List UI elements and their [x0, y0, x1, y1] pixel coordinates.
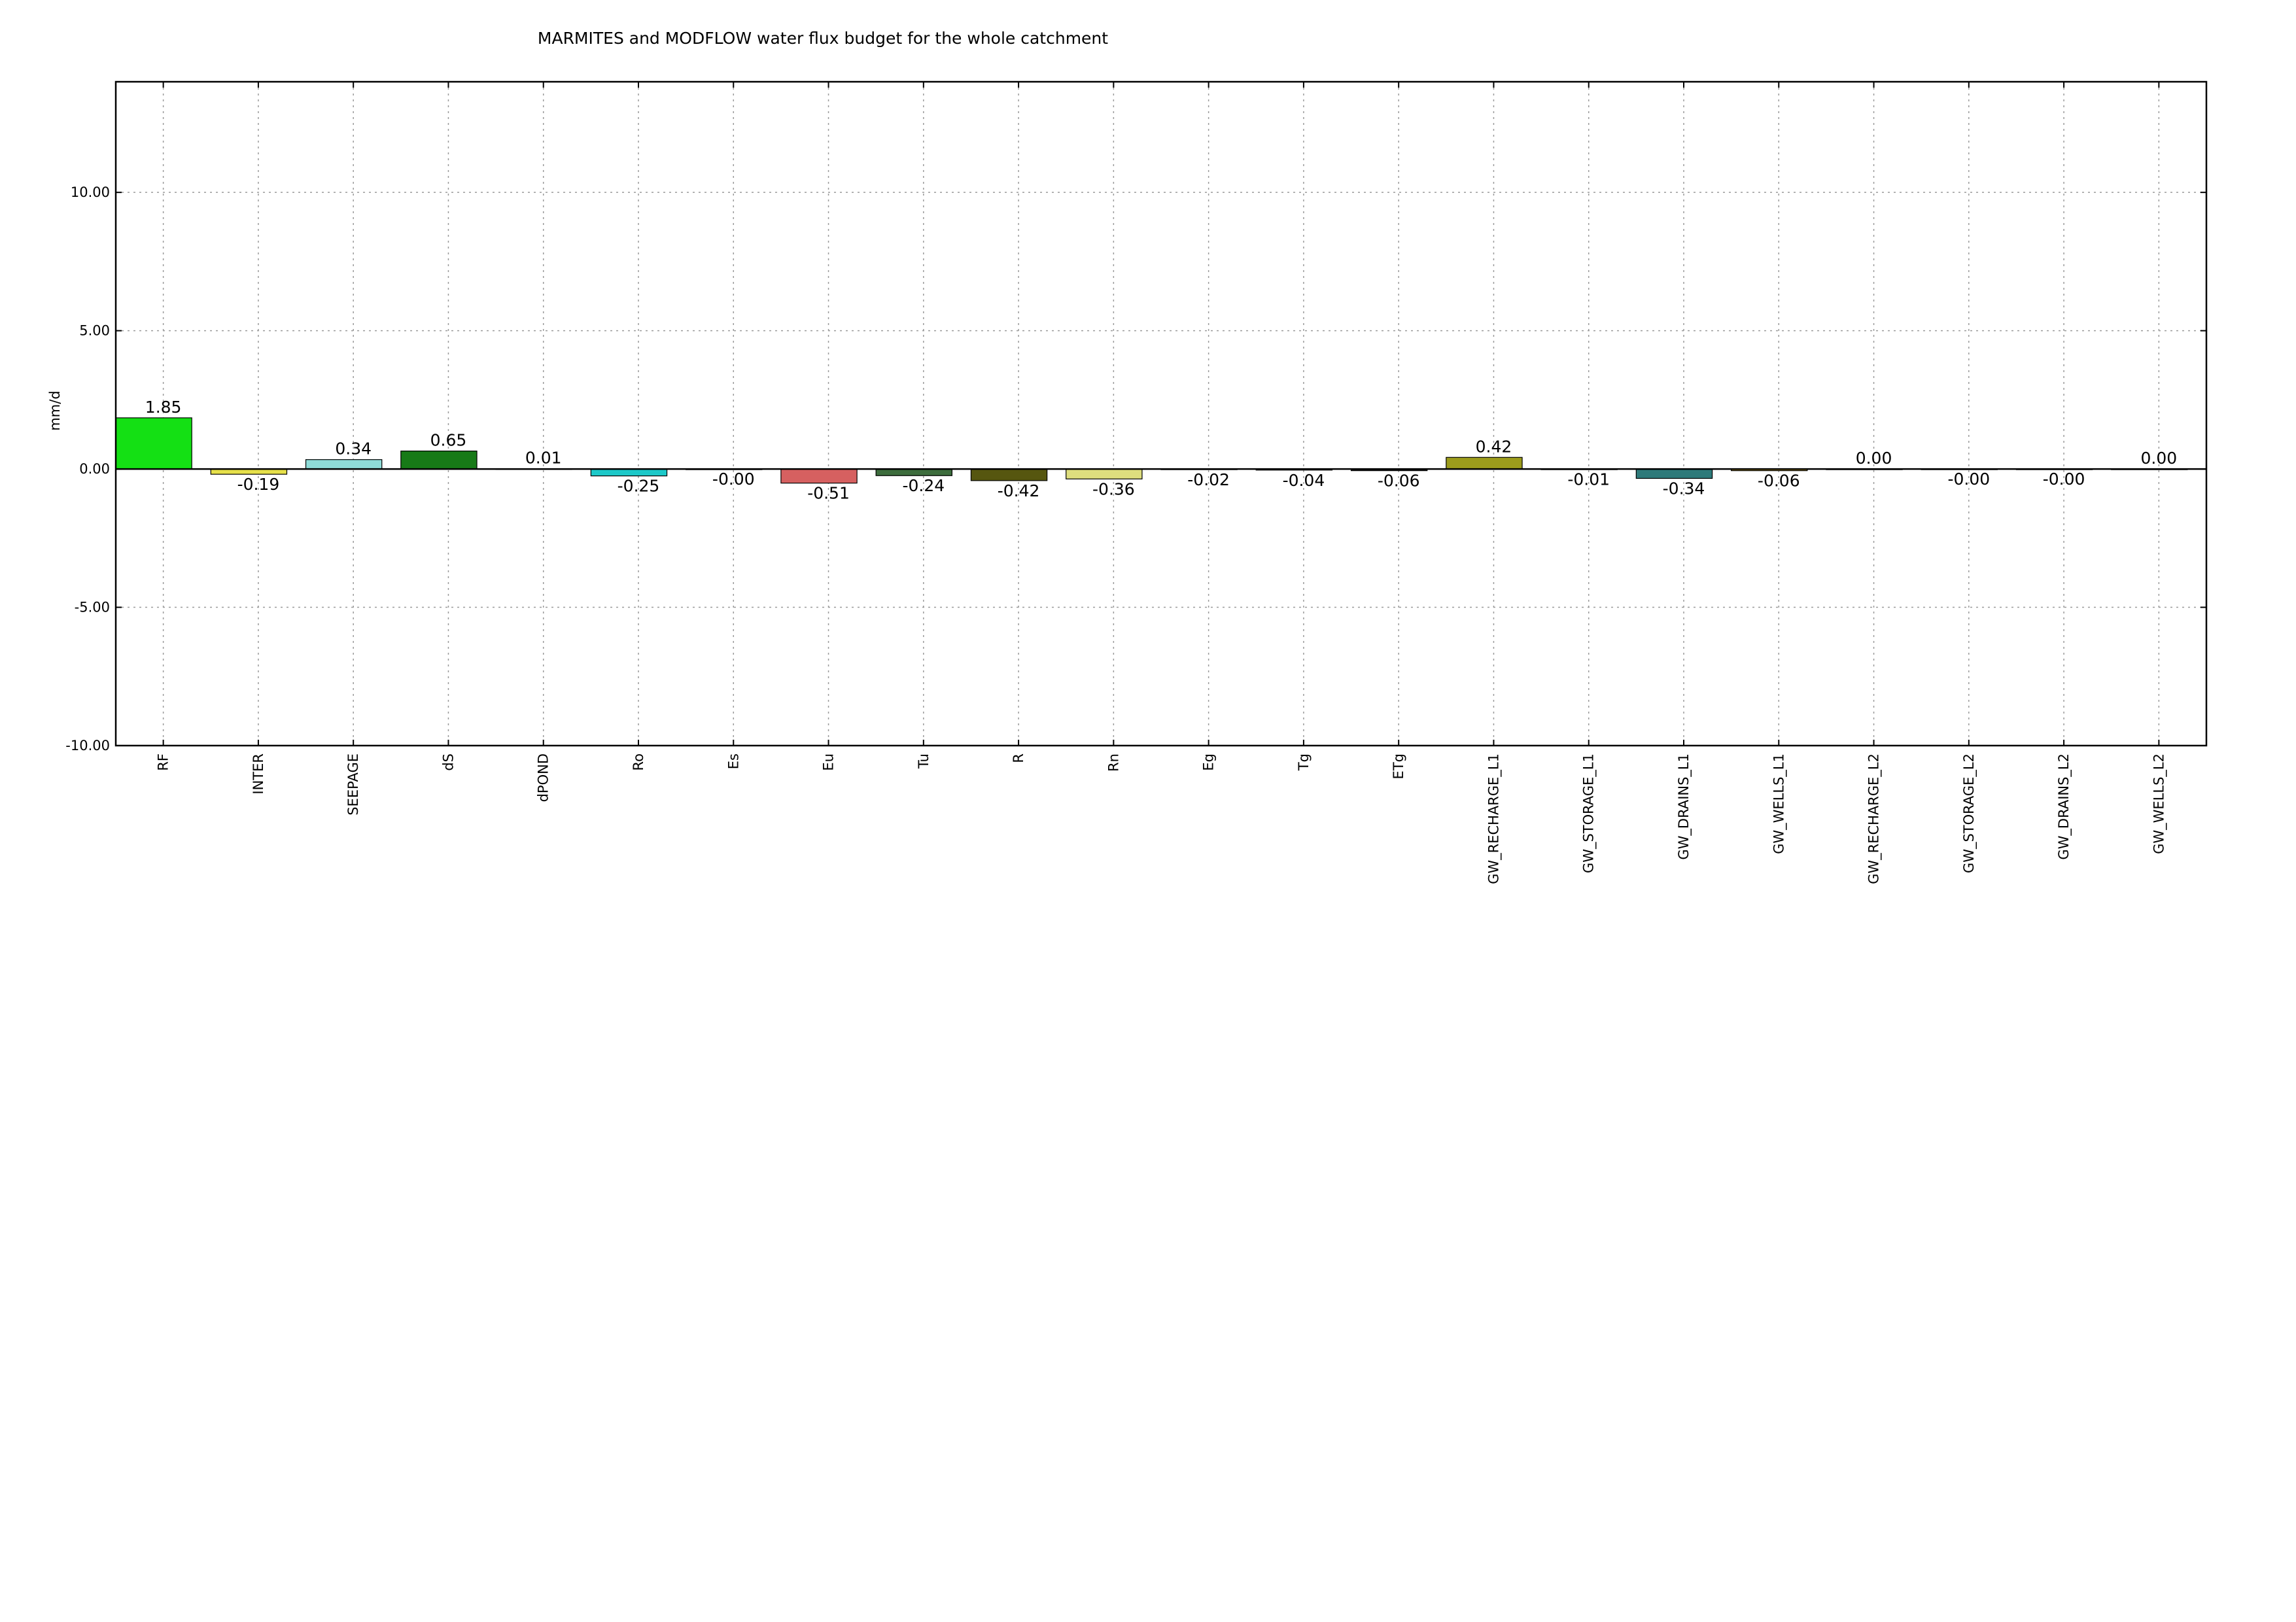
- x-tick-label: GW_STORAGE_L1: [1581, 753, 1597, 873]
- data-label: -0.34: [1663, 479, 1705, 498]
- bar-tu: [875, 468, 952, 476]
- bar-ro: [590, 468, 668, 477]
- x-tick-label: GW_DRAINS_L1: [1676, 753, 1692, 860]
- data-label: 0.00: [2141, 449, 2178, 468]
- data-label: -0.02: [1187, 470, 1230, 489]
- data-labels: 1.85 -0.19 0.34 0.65 0.01 -0.25 -0.00 -0.51 -0.2…: [145, 398, 2177, 503]
- data-label: -0.06: [1378, 472, 1420, 491]
- y-tick-label: -10.00: [65, 738, 110, 753]
- x-tick-label: GW_WELLS_L2: [2151, 753, 2167, 854]
- data-label: -0.24: [902, 476, 945, 495]
- bar-gw-recharge-l1: [1446, 457, 1523, 470]
- data-label: 0.00: [1856, 449, 1892, 468]
- x-tick-label: Eg: [1201, 753, 1217, 771]
- x-tick-label: INTER: [251, 753, 266, 795]
- y-tick-label: 5.00: [79, 323, 110, 339]
- data-label: 1.85: [145, 398, 182, 417]
- x-tick-label: ETg: [1391, 753, 1406, 779]
- bar-eu: [780, 468, 858, 484]
- x-tick-label: Es: [725, 753, 741, 769]
- x-tick-label: GW_DRAINS_L2: [2056, 753, 2072, 860]
- data-label: -0.00: [1947, 470, 1990, 489]
- data-label: -0.19: [237, 475, 280, 494]
- bar-rn: [1066, 468, 1143, 479]
- x-tick-label: GW_RECHARGE_L2: [1866, 753, 1883, 884]
- x-tick-label: Eu: [821, 753, 837, 771]
- data-label: -0.04: [1283, 471, 1325, 490]
- bar-rf: [115, 417, 192, 470]
- x-tick-label: dS: [440, 753, 456, 771]
- data-label: 0.42: [1476, 437, 1512, 456]
- data-label: -0.36: [1092, 479, 1135, 498]
- data-label: -0.51: [807, 484, 850, 503]
- bar-r: [970, 468, 1048, 481]
- x-tick-label: RF: [156, 753, 171, 771]
- y-tick-label: 0.00: [79, 461, 110, 477]
- y-axis-ticks: -10.00 -5.00 0.00 5.00 10.00: [65, 184, 2206, 753]
- x-tick-label: SEEPAGE: [345, 753, 361, 816]
- data-label: -0.25: [617, 477, 660, 496]
- plot-area-frame: [114, 80, 2208, 747]
- y-axis-label: mm/d: [47, 390, 63, 430]
- x-axis-ticks: RF INTER SEEPAGE dS dPOND Ro Es Eu Tu R Rn Eg Tg ETg G…: [156, 82, 2167, 884]
- y-tick-label: -5.00: [75, 600, 110, 615]
- bar-seepage: [305, 459, 383, 470]
- data-label: -0.42: [998, 481, 1040, 500]
- bar-gw-drains-l1: [1635, 468, 1713, 479]
- x-tick-label: GW_WELLS_L1: [1771, 753, 1787, 854]
- data-label: -0.00: [2043, 470, 2085, 489]
- data-label: 0.01: [525, 449, 562, 468]
- x-tick-label: Tu: [916, 753, 931, 769]
- data-label: -0.06: [1758, 472, 1800, 491]
- x-tick-label: dPOND: [536, 753, 551, 802]
- grid-lines: [116, 82, 2206, 746]
- data-label: -0.00: [712, 470, 755, 489]
- data-label: 0.65: [430, 431, 467, 450]
- x-tick-label: R: [1011, 753, 1026, 763]
- x-tick-label: Ro: [631, 753, 646, 771]
- bar-ds: [400, 450, 478, 470]
- x-tick-label: GW_STORAGE_L2: [1961, 753, 1977, 873]
- data-label: 0.34: [335, 440, 372, 458]
- x-tick-label: Tg: [1296, 753, 1312, 771]
- data-label: -0.01: [1567, 470, 1610, 489]
- x-tick-label: GW_RECHARGE_L1: [1486, 753, 1502, 884]
- x-tick-label: Rn: [1105, 753, 1121, 772]
- chart-title: MARMITES and MODFLOW water flux budget f…: [538, 29, 1108, 48]
- y-tick-label: 10.00: [71, 184, 110, 200]
